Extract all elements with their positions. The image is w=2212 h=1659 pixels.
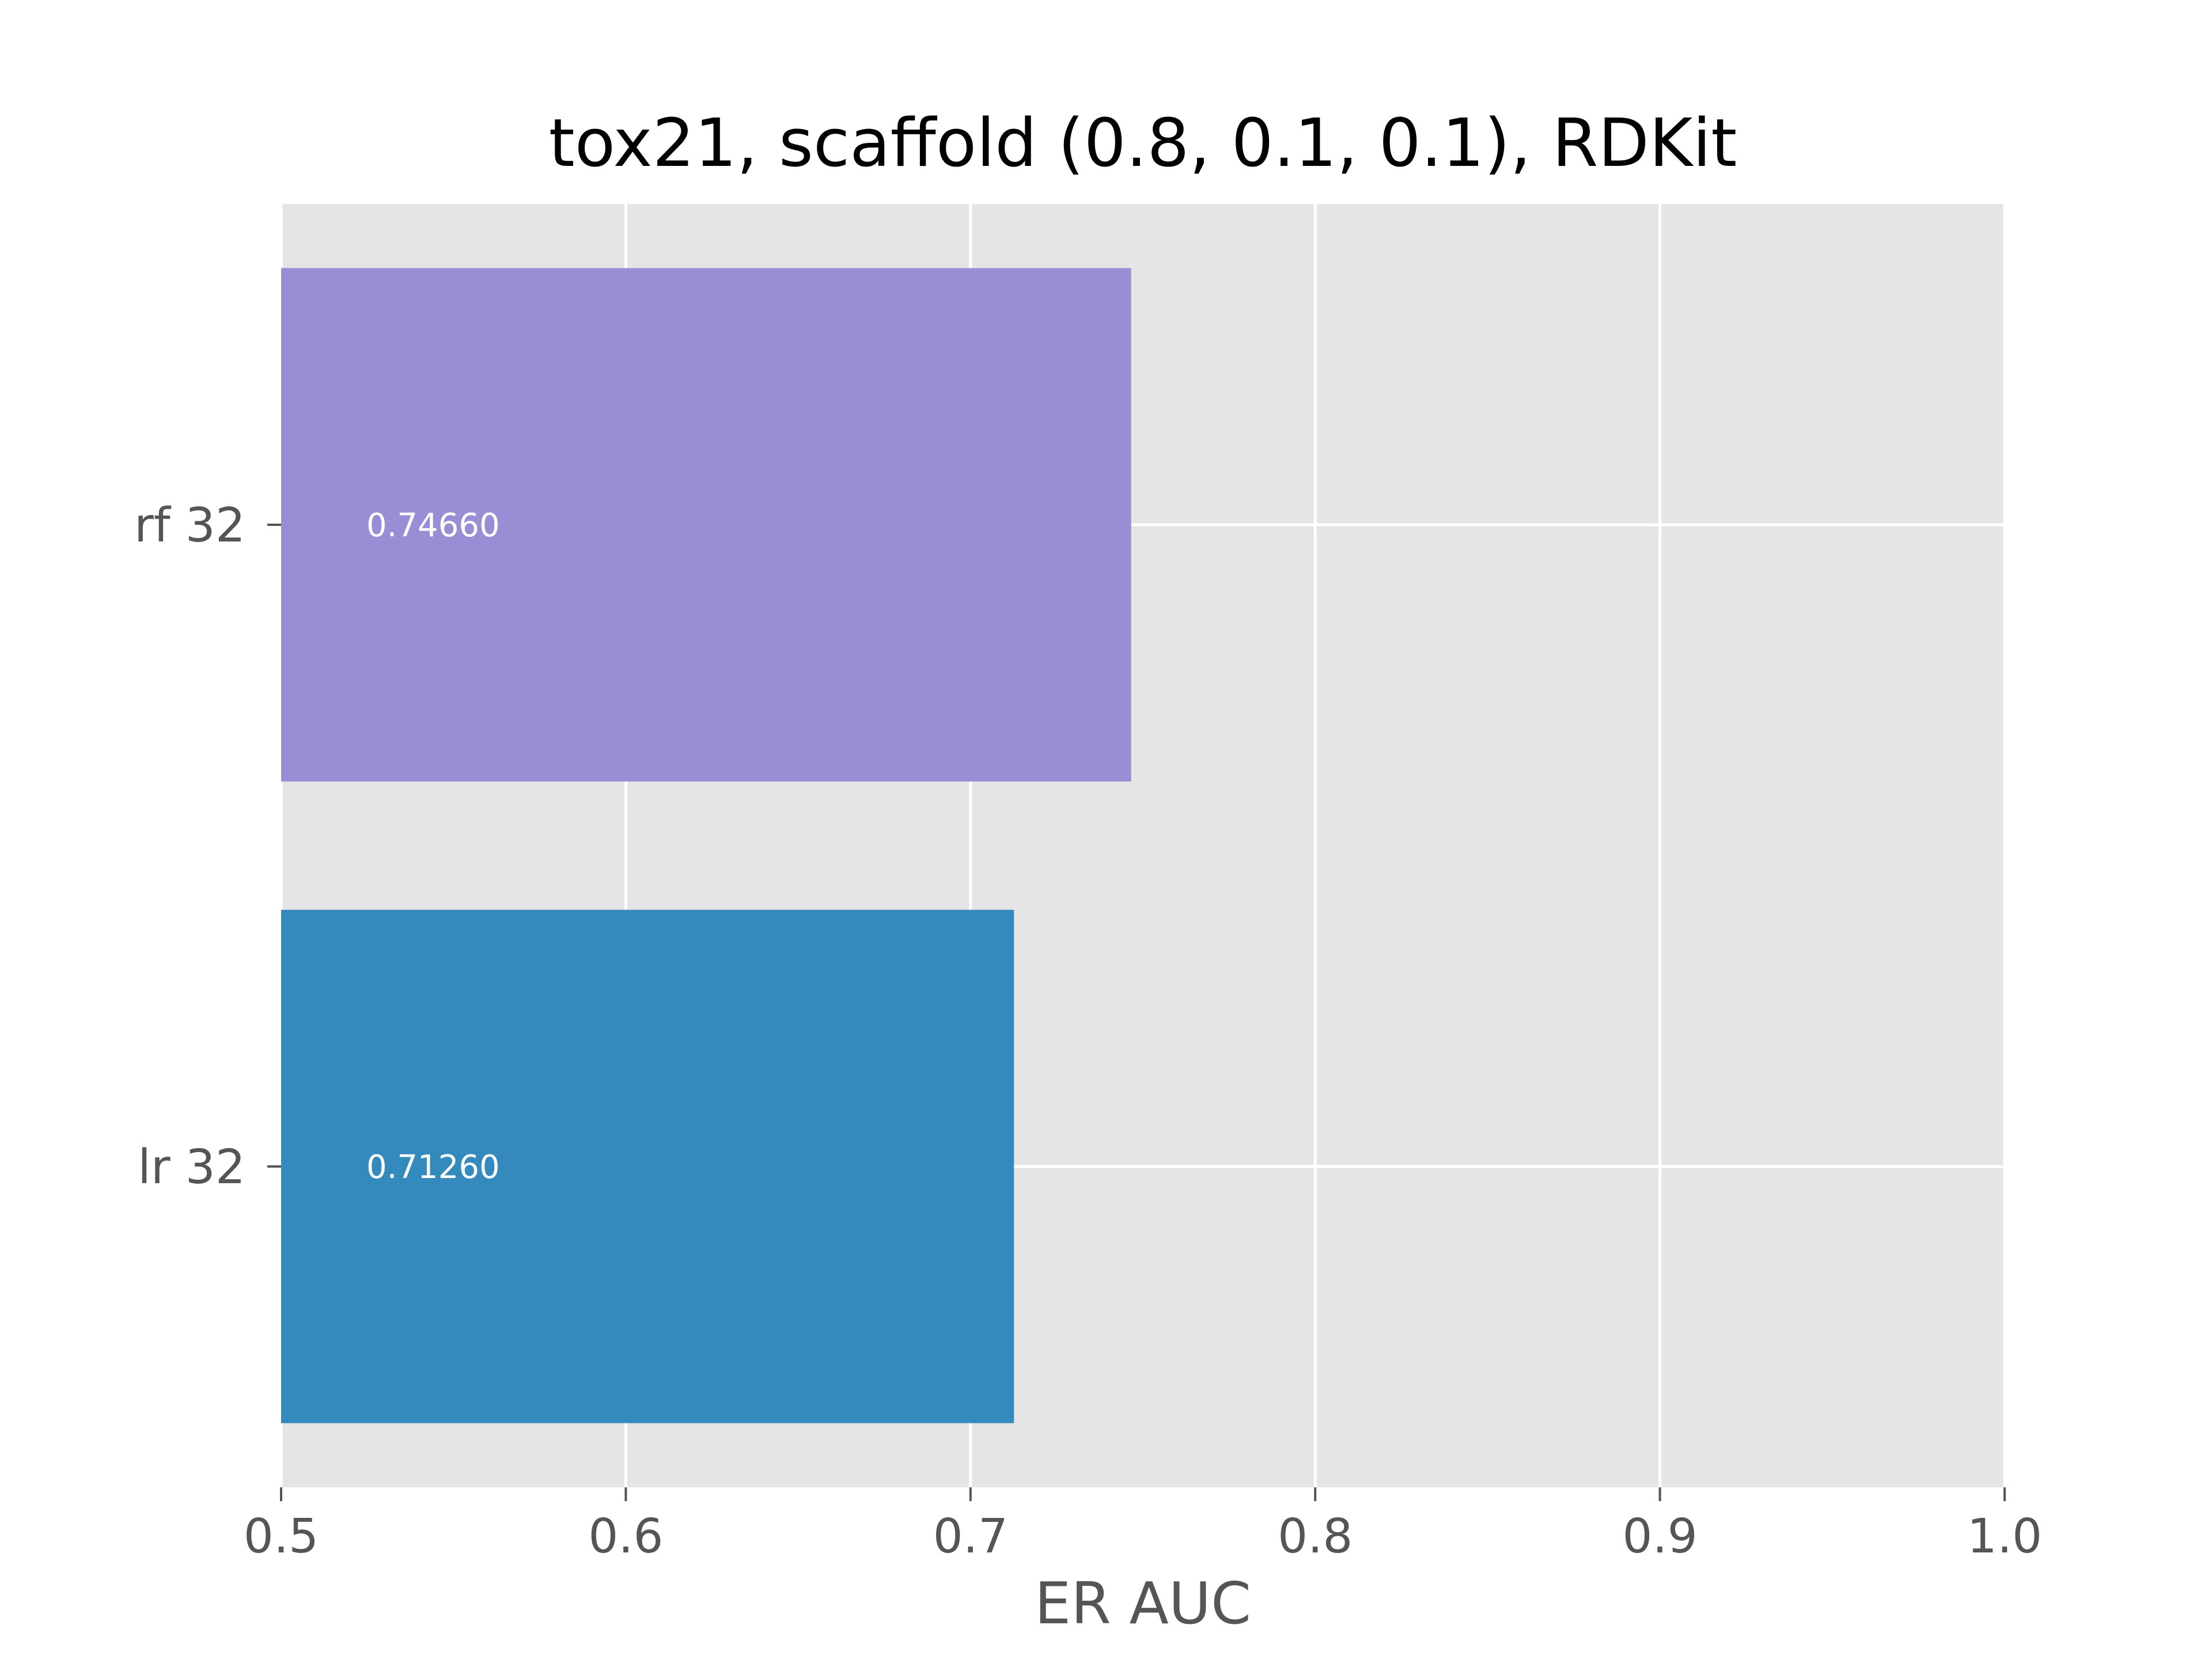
x-axis: 0.5 0.6 0.7 0.8 0.9 1.0 <box>244 1487 2042 1564</box>
x-axis-title: ER AUC <box>1035 1570 1251 1637</box>
x-tick-label: 0.9 <box>1622 1509 1697 1564</box>
bar-value-label: 0.74660 <box>366 507 500 544</box>
x-tick-label: 0.5 <box>244 1509 319 1564</box>
chart-title: tox21, scaffold (0.8, 0.1, 0.1), RDKit <box>549 105 1737 182</box>
bar-value-label: 0.71260 <box>366 1149 500 1186</box>
y-tick-label: rf 32 <box>134 498 245 553</box>
bar-value-labels: 0.74660 0.71260 <box>366 507 500 1186</box>
x-tick-label: 1.0 <box>1967 1509 2042 1564</box>
y-axis: rf 32 lr 32 <box>134 498 281 1195</box>
bars <box>281 268 1131 1423</box>
x-tick-label: 0.8 <box>1278 1509 1353 1564</box>
x-tick-label: 0.7 <box>933 1509 1008 1564</box>
bar-lr-32 <box>281 910 1014 1423</box>
bar-rf-32 <box>281 268 1131 782</box>
x-tick-label: 0.6 <box>588 1509 663 1564</box>
y-tick-label: lr 32 <box>138 1140 245 1195</box>
